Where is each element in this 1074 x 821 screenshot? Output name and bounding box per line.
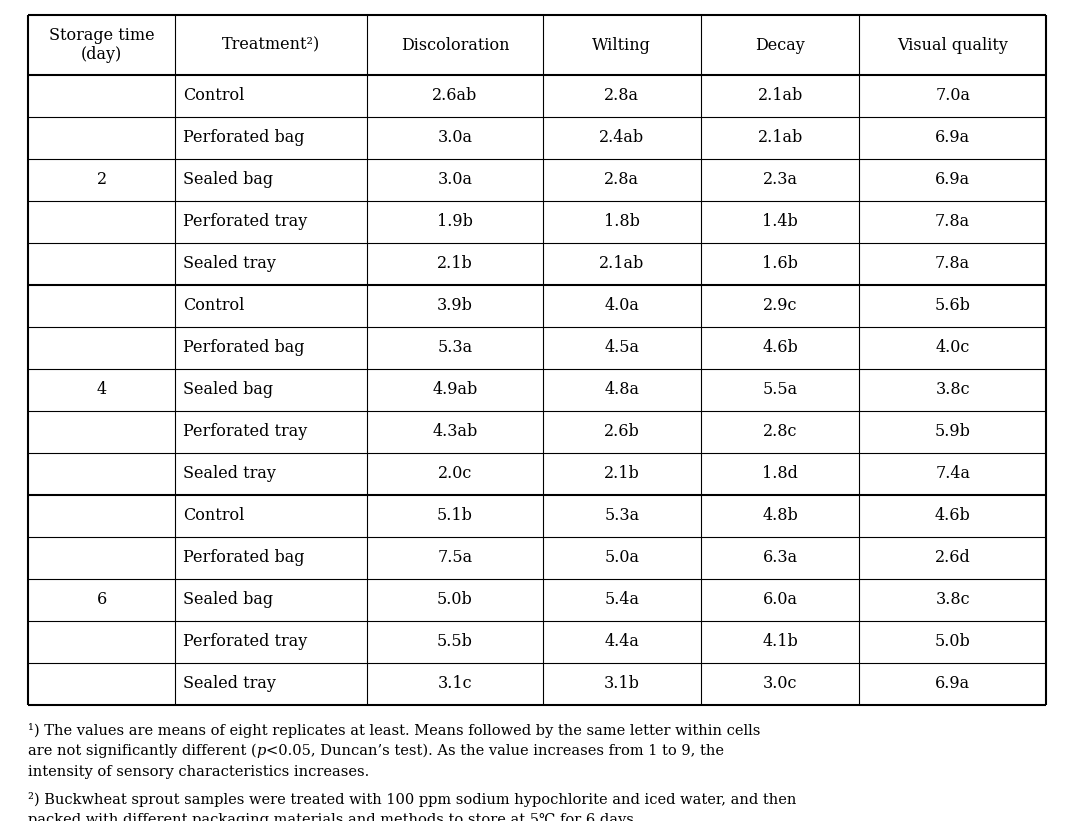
- Text: 4.6b: 4.6b: [763, 340, 798, 356]
- Text: Sealed tray: Sealed tray: [183, 676, 276, 692]
- Text: 3.0c: 3.0c: [763, 676, 797, 692]
- Text: 5.0b: 5.0b: [437, 591, 473, 608]
- Text: Visual quality: Visual quality: [897, 36, 1008, 53]
- Text: 6: 6: [97, 591, 106, 608]
- Text: 1.8d: 1.8d: [763, 466, 798, 483]
- Text: 4.5a: 4.5a: [605, 340, 639, 356]
- Text: 5.0b: 5.0b: [934, 634, 971, 650]
- Text: 2: 2: [97, 172, 106, 189]
- Text: Control: Control: [183, 507, 245, 525]
- Text: 7.0a: 7.0a: [935, 88, 970, 104]
- Text: p: p: [257, 744, 266, 758]
- Text: are not significantly different (: are not significantly different (: [28, 744, 257, 759]
- Text: 6.9a: 6.9a: [935, 172, 970, 189]
- Text: 7.8a: 7.8a: [935, 255, 970, 273]
- Text: 2.6b: 2.6b: [604, 424, 640, 441]
- Text: 6.9a: 6.9a: [935, 130, 970, 146]
- Text: Sealed bag: Sealed bag: [183, 382, 273, 398]
- Text: 3.1b: 3.1b: [604, 676, 640, 692]
- Text: 2.1b: 2.1b: [437, 255, 473, 273]
- Text: 1.9b: 1.9b: [437, 213, 473, 231]
- Text: 1.4b: 1.4b: [763, 213, 798, 231]
- Text: 2.8a: 2.8a: [605, 172, 639, 189]
- Text: 4.8b: 4.8b: [763, 507, 798, 525]
- Text: Sealed bag: Sealed bag: [183, 591, 273, 608]
- Text: 7.8a: 7.8a: [935, 213, 970, 231]
- Text: <0.05, Duncan’s test). As the value increases from 1 to 9, the: <0.05, Duncan’s test). As the value incr…: [266, 744, 724, 758]
- Text: 3.8c: 3.8c: [935, 382, 970, 398]
- Text: Sealed tray: Sealed tray: [183, 255, 276, 273]
- Text: 5.4a: 5.4a: [605, 591, 639, 608]
- Text: Sealed bag: Sealed bag: [183, 172, 273, 189]
- Text: ²) Buckwheat sprout samples were treated with 100 ppm sodium hypochlorite and ic: ²) Buckwheat sprout samples were treated…: [28, 792, 797, 807]
- Text: 5.3a: 5.3a: [605, 507, 639, 525]
- Text: 1.8b: 1.8b: [604, 213, 640, 231]
- Text: 7.5a: 7.5a: [437, 549, 473, 566]
- Text: 2.1ab: 2.1ab: [599, 255, 644, 273]
- Text: 7.4a: 7.4a: [935, 466, 970, 483]
- Text: 2.0c: 2.0c: [438, 466, 473, 483]
- Text: Storage time
(day): Storage time (day): [48, 27, 155, 63]
- Text: 2.9c: 2.9c: [763, 297, 797, 314]
- Text: Perforated bag: Perforated bag: [183, 549, 305, 566]
- Text: 4.8a: 4.8a: [605, 382, 639, 398]
- Text: Wilting: Wilting: [593, 36, 651, 53]
- Text: 2.3a: 2.3a: [763, 172, 798, 189]
- Text: 6.9a: 6.9a: [935, 676, 970, 692]
- Text: 6.3a: 6.3a: [763, 549, 798, 566]
- Text: 2.1ab: 2.1ab: [757, 130, 802, 146]
- Text: Treatment²): Treatment²): [222, 36, 320, 53]
- Text: 5.6b: 5.6b: [934, 297, 971, 314]
- Text: intensity of sensory characteristics increases.: intensity of sensory characteristics inc…: [28, 765, 369, 779]
- Text: 4.0c: 4.0c: [935, 340, 970, 356]
- Text: Perforated tray: Perforated tray: [183, 213, 307, 231]
- Text: 4: 4: [97, 382, 106, 398]
- Text: 6.0a: 6.0a: [763, 591, 798, 608]
- Text: 5.0a: 5.0a: [605, 549, 639, 566]
- Text: 5.3a: 5.3a: [437, 340, 473, 356]
- Text: 2.8a: 2.8a: [605, 88, 639, 104]
- Text: ¹) The values are means of eight replicates at least. Means followed by the same: ¹) The values are means of eight replica…: [28, 723, 760, 738]
- Text: 4.9ab: 4.9ab: [433, 382, 478, 398]
- Text: 4.0a: 4.0a: [605, 297, 639, 314]
- Text: 3.1c: 3.1c: [438, 676, 473, 692]
- Text: 5.5a: 5.5a: [763, 382, 798, 398]
- Text: 2.1ab: 2.1ab: [757, 88, 802, 104]
- Text: Perforated tray: Perforated tray: [183, 634, 307, 650]
- Text: 2.6d: 2.6d: [934, 549, 971, 566]
- Text: 5.1b: 5.1b: [437, 507, 473, 525]
- Text: packed with different packaging materials and methods to store at 5℃ for 6 days.: packed with different packaging material…: [28, 814, 639, 821]
- Text: Sealed tray: Sealed tray: [183, 466, 276, 483]
- Text: 4.3ab: 4.3ab: [433, 424, 478, 441]
- Text: 2.1b: 2.1b: [604, 466, 640, 483]
- Text: 3.8c: 3.8c: [935, 591, 970, 608]
- Text: 4.4a: 4.4a: [605, 634, 639, 650]
- Text: 3.0a: 3.0a: [437, 130, 473, 146]
- Text: Decay: Decay: [755, 36, 806, 53]
- Text: 5.5b: 5.5b: [437, 634, 473, 650]
- Text: 3.0a: 3.0a: [437, 172, 473, 189]
- Text: 5.9b: 5.9b: [934, 424, 971, 441]
- Text: 4.6b: 4.6b: [934, 507, 971, 525]
- Text: Perforated bag: Perforated bag: [183, 340, 305, 356]
- Text: 2.4ab: 2.4ab: [599, 130, 644, 146]
- Text: Control: Control: [183, 88, 245, 104]
- Text: 3.9b: 3.9b: [437, 297, 473, 314]
- Text: 4.1b: 4.1b: [763, 634, 798, 650]
- Text: 2.8c: 2.8c: [763, 424, 797, 441]
- Text: Perforated tray: Perforated tray: [183, 424, 307, 441]
- Text: 1.6b: 1.6b: [763, 255, 798, 273]
- Text: 2.6ab: 2.6ab: [433, 88, 478, 104]
- Text: Perforated bag: Perforated bag: [183, 130, 305, 146]
- Text: Control: Control: [183, 297, 245, 314]
- Text: Discoloration: Discoloration: [401, 36, 509, 53]
